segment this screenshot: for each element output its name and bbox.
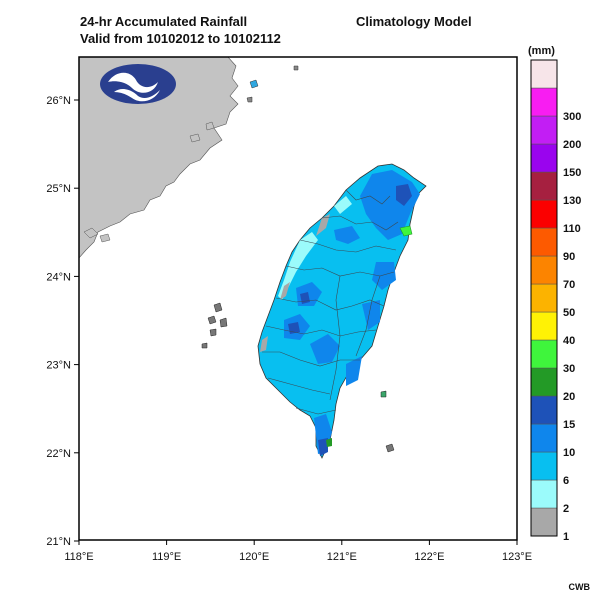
legend-swatch: [530, 423, 558, 453]
x-axis: 118°E 119°E 120°E 121°E 122°E 123°E: [64, 540, 532, 563]
legend-swatch: [530, 507, 558, 537]
legend-level-label: 10: [563, 447, 575, 459]
x-tick-label: 119°E: [152, 551, 181, 563]
legend-level-label: 70: [563, 279, 575, 291]
y-tick-label: 25°N: [46, 183, 71, 195]
rain-zone-20mm: [326, 438, 332, 447]
legend-level-label: 130: [563, 195, 581, 207]
coastal-islets: [83, 121, 215, 243]
legend-level-label: 90: [563, 251, 575, 263]
legend-swatch: [530, 339, 558, 369]
legend-swatch: [530, 171, 558, 201]
green-island: [380, 390, 387, 398]
legend-swatch: [530, 451, 558, 481]
legend-swatch: [530, 87, 558, 117]
legend-unit: (mm): [528, 45, 555, 57]
legend-frame: [530, 59, 558, 537]
x-tick-label: 120°E: [239, 551, 269, 563]
legend-level-label: 6: [563, 475, 569, 487]
credit-text: CWB: [568, 582, 591, 592]
y-tick-label: 21°N: [46, 536, 71, 548]
legend-level-label: 300: [563, 111, 581, 123]
rainfall-legend: 1 2 6 10 15 20 30 40 50 70 90 110 130 150 200 300: [530, 59, 581, 543]
rain-zone-2mm-west: [278, 232, 318, 300]
islet-north-2: [246, 65, 299, 103]
legend-swatch: [530, 255, 558, 285]
x-tick-label: 122°E: [414, 551, 444, 563]
legend-level-label: 15: [563, 419, 575, 431]
legend-swatch: [530, 115, 558, 145]
cwb-logo-icon: [100, 64, 176, 104]
legend-swatch: [530, 311, 558, 341]
legend-level-label: 110: [563, 223, 581, 235]
y-tick-label: 23°N: [46, 360, 71, 372]
rain-zone-15mm-ne: [396, 184, 412, 206]
legend-swatch: [530, 479, 558, 509]
legend-swatch: [530, 59, 558, 89]
map-frame: [78, 56, 518, 541]
legend-swatch: [530, 367, 558, 397]
x-tick-label: 121°E: [327, 551, 357, 563]
mainland-china: [78, 56, 239, 259]
legend-level-label: 40: [563, 335, 575, 347]
legend-swatch: [530, 199, 558, 229]
rain-zone-10mm-central: [284, 226, 396, 386]
legend-swatch: [530, 227, 558, 257]
legend-swatch: [530, 143, 558, 173]
legend-swatch: [530, 395, 558, 425]
model-name: Climatology Model: [356, 14, 472, 29]
legend-level-label: 200: [563, 139, 581, 151]
rain-zone-1mm: [260, 214, 330, 352]
rain-zone-15mm-central: [288, 292, 328, 456]
y-tick-label: 26°N: [46, 95, 71, 107]
legend-swatch: [530, 283, 558, 313]
x-tick-label: 118°E: [64, 551, 93, 563]
y-tick-label: 22°N: [46, 448, 71, 460]
y-tick-label: 24°N: [46, 271, 71, 283]
legend-level-label: 30: [563, 363, 575, 375]
x-tick-label: 123°E: [502, 551, 532, 563]
y-axis: 26°N 25°N 24°N 23°N 22°N 21°N: [46, 95, 79, 548]
islet-north: [249, 79, 259, 89]
penghu-islands: [201, 302, 228, 349]
legend-level-label: 50: [563, 307, 575, 319]
county-boundaries: [262, 189, 399, 415]
legend-level-label: 1: [563, 531, 569, 543]
rain-zone-30mm: [399, 225, 413, 237]
rain-zone-2mm-north: [334, 196, 352, 214]
orchid-island: [385, 443, 395, 453]
valid-period: Valid from 10102012 to 10102112: [80, 31, 281, 46]
map-title: 24-hr Accumulated Rainfall: [80, 14, 248, 29]
legend-level-label: 150: [563, 167, 581, 179]
legend-level-label: 20: [563, 391, 575, 403]
legend-level-label: 2: [563, 503, 569, 515]
